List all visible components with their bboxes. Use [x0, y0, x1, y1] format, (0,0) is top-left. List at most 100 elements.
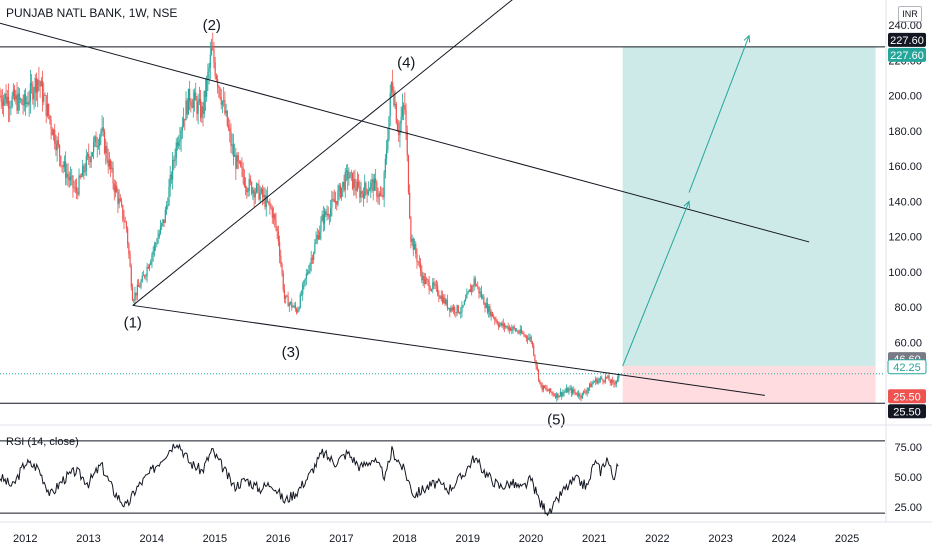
candle-up — [156, 243, 158, 245]
price-label-badge[interactable] — [888, 404, 926, 419]
candle-down — [73, 187, 75, 189]
candle-down — [124, 221, 126, 223]
candle-up — [432, 282, 434, 290]
arrowhead-icon — [683, 200, 691, 209]
candle-up — [563, 392, 565, 393]
candle-up — [334, 201, 337, 203]
candle-up — [306, 273, 309, 274]
candle-up — [512, 326, 514, 329]
candle-down — [507, 326, 509, 330]
candle-down — [246, 187, 248, 193]
candle-down — [541, 384, 543, 390]
price-tick-label: 240.00 — [888, 20, 922, 32]
candle-up — [373, 178, 376, 191]
trendline-3[interactable] — [132, 0, 525, 306]
candle-down — [191, 105, 193, 108]
candle-down — [287, 296, 289, 307]
candle-down — [190, 101, 192, 106]
candle-down — [405, 110, 407, 131]
candle-up — [463, 300, 465, 305]
candle-up — [460, 312, 462, 314]
candle-down — [429, 289, 431, 291]
candle-down — [27, 102, 29, 105]
candle-up — [209, 54, 211, 68]
price-pane[interactable]: (1) (2) (3) (4) (5) — [0, 0, 885, 429]
price-label-badge[interactable] — [888, 389, 926, 404]
currency-badge[interactable]: INR — [898, 6, 922, 22]
candle-up — [565, 388, 568, 392]
candle-up — [424, 279, 427, 284]
stop-zone[interactable] — [622, 366, 876, 404]
candle-down — [550, 388, 552, 393]
candle-up — [234, 155, 236, 157]
price-label-badge[interactable] — [887, 359, 927, 375]
candle-up — [348, 177, 350, 180]
candle-up — [353, 178, 355, 189]
candle-up — [153, 244, 155, 251]
candle-down — [590, 383, 592, 388]
candle-down — [415, 243, 417, 254]
candle-down — [458, 312, 461, 314]
candle-up — [90, 156, 92, 162]
candle-up — [10, 106, 12, 108]
candle-up — [571, 389, 574, 394]
projection-arrow-2[interactable] — [688, 35, 750, 193]
candle-up — [319, 231, 321, 240]
candle-down — [163, 219, 165, 223]
candle-down — [546, 388, 548, 391]
candle-down — [404, 105, 406, 111]
candle-up — [316, 235, 318, 240]
candle-down — [441, 295, 444, 303]
candle-up — [178, 141, 180, 146]
arrowhead-icon — [743, 34, 751, 43]
candle-up — [519, 329, 521, 334]
candle-up — [385, 150, 388, 159]
rsi-pane[interactable] — [0, 440, 885, 517]
candle-up — [43, 94, 45, 102]
candle-up — [615, 380, 617, 384]
candle-down — [215, 75, 217, 80]
candle-up — [370, 182, 372, 190]
candle-down — [0, 95, 2, 102]
price-label-badge[interactable] — [888, 32, 926, 47]
candle-down — [279, 241, 281, 256]
candle-up — [52, 129, 55, 136]
candle-down — [325, 211, 327, 215]
projection-arrow-1[interactable] — [622, 201, 690, 367]
time-tick-label: 2020 — [519, 533, 543, 545]
candle-up — [464, 298, 467, 301]
price-label-badge[interactable] — [888, 47, 926, 62]
candle-down — [531, 341, 534, 346]
price-label-text: 25.50 — [893, 391, 921, 403]
candle-down — [83, 165, 85, 173]
candle-up — [180, 130, 182, 140]
candle-up — [167, 205, 169, 207]
candle-down — [58, 145, 61, 157]
candle-up — [63, 161, 66, 168]
candle-down — [524, 335, 526, 337]
candle-up — [305, 273, 307, 279]
candle-up — [529, 337, 531, 339]
trendline-2[interactable] — [132, 304, 765, 396]
candle-up — [360, 191, 362, 198]
candle-down — [575, 392, 577, 395]
candle-up — [172, 159, 174, 180]
candle-down — [135, 292, 137, 296]
candle-up — [97, 145, 100, 147]
candle-up — [341, 187, 343, 198]
candle-down — [449, 307, 451, 312]
candle-down — [214, 62, 216, 76]
trendline-1[interactable] — [0, 22, 810, 243]
symbol-title: PUNJAB NATL BANK, 1W, NSE — [6, 6, 178, 20]
candle-down — [274, 214, 276, 220]
candle-up — [148, 264, 151, 269]
candle-down — [189, 88, 191, 102]
candle-up — [402, 105, 405, 107]
candle-up — [586, 390, 588, 393]
time-tick-label: 2017 — [329, 533, 353, 545]
candle-down — [130, 266, 132, 288]
candle-up — [308, 271, 310, 274]
target-zone[interactable] — [622, 46, 876, 367]
candle-up — [140, 281, 142, 288]
